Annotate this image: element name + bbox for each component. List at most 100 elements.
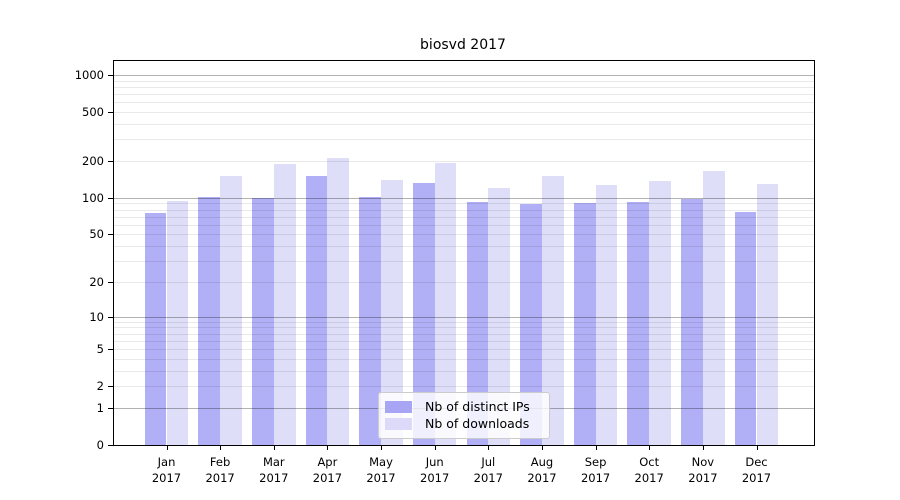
grid-line-major xyxy=(114,197,814,199)
bar-mar-downloads xyxy=(273,163,296,445)
grid-line-minor xyxy=(114,370,814,372)
y-tick-label: 50 xyxy=(89,227,104,242)
x-tick-label: Jun 2017 xyxy=(420,455,450,485)
grid-line-minor xyxy=(114,349,814,350)
y-tick-label: 10 xyxy=(89,309,104,324)
grid-line-minor xyxy=(114,112,814,114)
grid-line-minor xyxy=(114,94,814,96)
grid-line-minor xyxy=(114,281,814,283)
bar-may-ips xyxy=(359,197,381,445)
grid-line-minor xyxy=(114,102,814,104)
x-tick-label: Mar 2017 xyxy=(259,455,289,485)
grid-line-minor xyxy=(114,333,814,335)
grid-line-minor xyxy=(114,139,814,141)
grid-line-minor xyxy=(114,246,814,248)
y-tick-label: 200 xyxy=(82,154,104,168)
bar-sep-downloads xyxy=(595,184,618,445)
y-tick-mark xyxy=(108,234,114,236)
x-tick-mark xyxy=(327,445,329,450)
plot-area: 0 1 2 5 10 20 50 100 200 500 1000 Jan 2017 Feb 2017 Ma… xyxy=(75,60,815,485)
grid-line-minor xyxy=(114,86,814,88)
grid-line-major xyxy=(114,316,814,318)
y-tick-mark xyxy=(108,112,114,114)
x-tick-mark xyxy=(434,445,436,450)
bar-may-downloads xyxy=(381,179,403,445)
x-tick-label: Apr 2017 xyxy=(312,455,343,485)
y-tick-mark xyxy=(108,316,114,318)
x-tick-mark xyxy=(273,445,275,450)
bar-oct-ips xyxy=(627,201,650,445)
legend-label-distinct-ips: Nb of distinct IPs xyxy=(425,399,530,414)
x-tick-mark xyxy=(595,445,597,450)
grid-line-minor xyxy=(114,216,814,218)
x-tick-label: Sep 2017 xyxy=(580,455,611,485)
y-tick-mark xyxy=(108,349,114,350)
bar-dec-downloads xyxy=(756,183,779,445)
grid-line-minor xyxy=(114,224,814,226)
bar-sep-ips xyxy=(573,203,596,445)
y-tick-mark xyxy=(108,407,114,409)
x-tick-label: May 2017 xyxy=(366,455,396,485)
bar-apr-ips xyxy=(305,176,328,445)
x-tick-mark xyxy=(542,445,543,450)
x-tick-mark xyxy=(488,445,490,450)
bar-feb-ips xyxy=(198,196,221,445)
grid-line-minor xyxy=(114,124,814,125)
y-tick-mark xyxy=(108,161,114,162)
x-tick-mark xyxy=(220,445,222,450)
y-tick-mark xyxy=(108,445,114,446)
bar-oct-downloads xyxy=(649,180,671,445)
bar-nov-ips xyxy=(681,199,703,445)
bar-jun-downloads xyxy=(434,162,457,445)
legend-row-distinct-ips: Nb of distinct IPs xyxy=(385,398,541,415)
y-tick-label: 5 xyxy=(96,342,104,356)
bar-jul-ips xyxy=(466,202,489,445)
x-tick-mark xyxy=(166,445,168,450)
bar-apr-downloads xyxy=(327,158,350,445)
grid-line-minor xyxy=(114,321,814,323)
x-tick-mark xyxy=(381,445,382,450)
grid-line-minor xyxy=(114,161,814,162)
y-tick-label: 500 xyxy=(82,105,104,120)
x-tick-label: Jan 2017 xyxy=(151,455,182,485)
bar-aug-ips xyxy=(520,204,542,445)
grid-line-minor xyxy=(114,358,814,360)
grid-line-minor xyxy=(114,80,814,82)
grid-line-minor xyxy=(114,327,814,329)
legend: Nb of distinct IPs Nb of downloads xyxy=(378,392,550,439)
legend-label-downloads: Nb of downloads xyxy=(425,416,530,431)
x-tick-label: Feb 2017 xyxy=(205,455,235,485)
x-tick-label: Jul 2017 xyxy=(473,455,503,485)
legend-row-downloads: Nb of downloads xyxy=(385,415,541,432)
bar-jul-downloads xyxy=(488,188,511,445)
bar-mar-ips xyxy=(252,197,274,445)
y-tick-mark xyxy=(108,197,114,199)
grid-line-minor xyxy=(114,209,814,211)
grid-line-major xyxy=(114,75,814,76)
x-tick-label: Aug 2017 xyxy=(527,455,557,485)
x-tick-label: Oct 2017 xyxy=(634,455,664,485)
y-tick-mark xyxy=(108,281,114,283)
bar-jan-ips xyxy=(144,213,167,445)
y-tick-label: 20 xyxy=(89,274,104,289)
grid-line-minor xyxy=(114,386,814,388)
bar-aug-downloads xyxy=(542,176,564,445)
bar-feb-downloads xyxy=(220,175,242,445)
legend-swatch-distinct-ips xyxy=(385,400,412,413)
x-tick-label: Nov 2017 xyxy=(688,455,718,485)
x-tick-mark xyxy=(702,445,704,450)
y-tick-label: 2 xyxy=(96,379,104,394)
grid-line-minor xyxy=(114,203,814,205)
y-tick-mark xyxy=(108,386,114,388)
legend-swatch-downloads xyxy=(385,417,412,430)
chart-title: biosvd 2017 xyxy=(420,37,506,53)
bar-dec-ips xyxy=(734,212,757,445)
y-tick-label: 1000 xyxy=(74,68,104,82)
y-tick-mark xyxy=(108,75,114,76)
x-tick-mark xyxy=(649,445,651,450)
y-tick-label: 1 xyxy=(96,400,104,415)
x-tick-mark xyxy=(756,445,758,450)
y-tick-label: 0 xyxy=(96,438,104,452)
grid-line-minor xyxy=(114,261,814,263)
